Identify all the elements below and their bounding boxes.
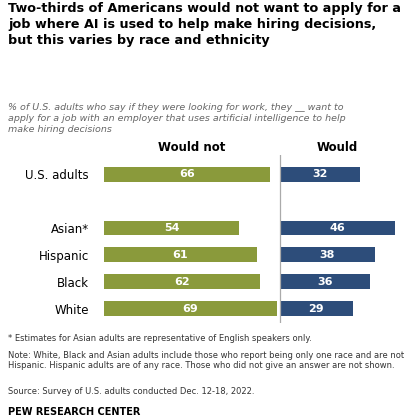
Text: Note: White, Black and Asian adults include those who report being only one race: Note: White, Black and Asian adults incl… [8, 351, 404, 370]
Bar [280, 274, 370, 289]
Text: 38: 38 [320, 250, 335, 260]
Text: 54: 54 [164, 223, 179, 233]
Text: Two-thirds of Americans would not want to apply for a
job where AI is used to he: Two-thirds of Americans would not want t… [8, 2, 402, 47]
Text: 46: 46 [330, 223, 345, 233]
Text: Source: Survey of U.S. adults conducted Dec. 12-18, 2022.: Source: Survey of U.S. adults conducted … [8, 387, 255, 396]
Text: 29: 29 [308, 304, 324, 314]
Bar [104, 167, 270, 181]
Text: 69: 69 [183, 304, 198, 314]
Bar [280, 167, 360, 181]
Text: 62: 62 [174, 277, 189, 287]
Bar [104, 301, 277, 316]
Bar [104, 220, 239, 235]
Text: Would not: Would not [158, 141, 226, 154]
Text: PEW RESEARCH CENTER: PEW RESEARCH CENTER [8, 407, 141, 417]
Text: 66: 66 [179, 169, 194, 179]
Text: 61: 61 [173, 250, 188, 260]
Text: 32: 32 [312, 169, 328, 179]
Bar [280, 220, 395, 235]
Text: Would: Would [317, 141, 358, 154]
Text: * Estimates for Asian adults are representative of English speakers only.: * Estimates for Asian adults are represe… [8, 334, 312, 343]
Bar [280, 301, 352, 316]
Text: % of U.S. adults who say if they were looking for work, they __ want to
apply fo: % of U.S. adults who say if they were lo… [8, 103, 346, 134]
Bar [280, 247, 375, 262]
Bar [104, 247, 257, 262]
Text: 36: 36 [317, 277, 333, 287]
Bar [104, 274, 260, 289]
